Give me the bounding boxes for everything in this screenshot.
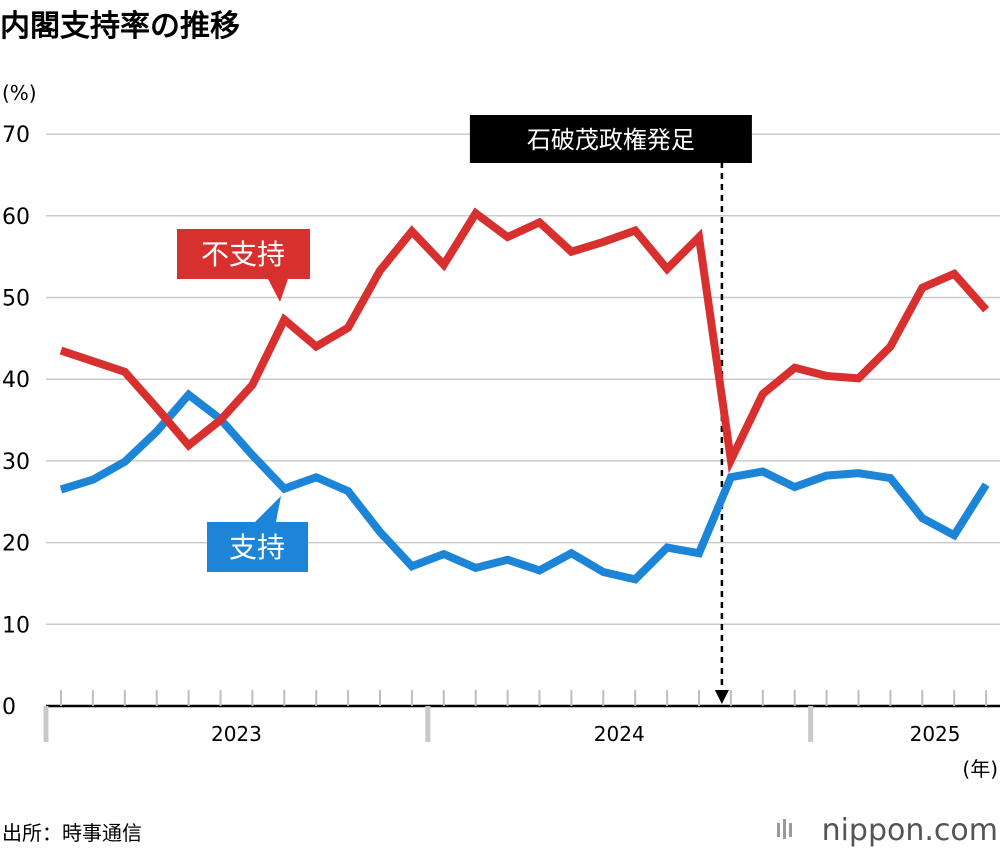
data-point <box>794 486 796 488</box>
year-separator <box>43 706 49 742</box>
data-point <box>379 531 381 533</box>
annotation-label: 石破茂政権発足 <box>527 126 695 154</box>
data-point <box>443 553 445 555</box>
data-point <box>570 552 572 554</box>
year-label: 2025 <box>910 722 961 746</box>
y-tick-label: 60 <box>2 205 30 230</box>
data-point <box>251 384 253 386</box>
data-point <box>539 569 540 571</box>
data-point <box>92 479 94 481</box>
data-point <box>411 565 413 567</box>
data-point <box>315 476 317 478</box>
data-point <box>188 444 190 446</box>
data-point <box>666 268 668 270</box>
data-point <box>602 241 604 243</box>
year-separator <box>425 706 431 742</box>
annotation-box <box>469 115 752 163</box>
data-point <box>634 578 636 580</box>
data-point <box>730 476 732 478</box>
data-point <box>826 375 828 377</box>
data-point <box>475 567 477 569</box>
annotation: 石破茂政権発足 <box>469 115 752 704</box>
data-point <box>156 430 158 432</box>
data-point <box>283 488 285 490</box>
data-point <box>889 346 891 348</box>
data-point <box>666 547 668 549</box>
chart-title: 内閣支持率の推移 <box>0 9 240 44</box>
y-axis-unit: (%) <box>2 81 37 105</box>
series-label-text: 支持 <box>229 531 285 564</box>
data-point <box>347 327 349 329</box>
series-line-1 <box>59 389 990 584</box>
data-point <box>124 371 126 373</box>
data-point <box>539 221 540 223</box>
data-point <box>507 236 509 238</box>
series-lines <box>59 207 990 584</box>
data-point <box>188 394 190 396</box>
data-point <box>124 461 126 463</box>
y-tick-label: 10 <box>2 613 30 638</box>
data-point <box>411 230 413 232</box>
series-label-text: 不支持 <box>201 238 285 271</box>
year-separator <box>808 706 814 742</box>
x-axis-unit: (年) <box>962 757 998 781</box>
y-tick-label: 50 <box>2 287 30 312</box>
data-point <box>921 287 923 289</box>
data-point <box>953 534 955 536</box>
brand-mark-icon <box>777 819 792 839</box>
data-point <box>889 477 891 479</box>
year-label: 2024 <box>594 722 645 746</box>
data-point <box>507 559 509 561</box>
data-point <box>283 319 285 321</box>
data-point <box>762 471 764 473</box>
data-point <box>156 407 158 409</box>
source-note: 出所：時事通信 <box>2 821 142 845</box>
data-point <box>443 264 445 266</box>
brand-name: nippon.com <box>822 813 998 848</box>
data-point <box>921 517 923 519</box>
data-point <box>347 490 349 492</box>
data-point <box>953 273 955 275</box>
data-point <box>858 472 859 474</box>
data-point <box>762 393 764 395</box>
series-line-0 <box>59 207 990 474</box>
grid <box>46 133 1000 626</box>
y-tick-label: 40 <box>2 368 30 393</box>
data-point <box>60 488 62 490</box>
x-axis: 2023 2024 2025 <box>43 690 1000 746</box>
annotation-arrow-icon <box>714 690 729 704</box>
data-point <box>315 346 317 348</box>
year-label: 2023 <box>211 722 262 746</box>
y-tick-label: 0 <box>2 695 16 720</box>
y-tick-label: 70 <box>2 123 30 148</box>
data-point <box>251 454 253 456</box>
y-tick-label: 20 <box>2 532 30 557</box>
data-point <box>92 360 94 362</box>
series-label-box <box>207 522 308 572</box>
brand-logo: nippon.com <box>777 813 998 848</box>
y-tick-label: 30 <box>2 450 30 475</box>
series-label-box <box>177 229 310 279</box>
data-point <box>379 270 381 272</box>
series-label-pointer <box>255 496 281 522</box>
data-point <box>60 350 62 352</box>
series-label-pointer <box>268 279 288 302</box>
data-point <box>698 552 700 554</box>
data-point <box>698 236 700 238</box>
data-point <box>858 377 859 379</box>
data-point <box>602 571 604 573</box>
data-point <box>985 484 987 486</box>
data-point <box>570 251 572 253</box>
data-point <box>634 230 636 232</box>
data-point <box>730 459 732 461</box>
data-point <box>985 309 987 311</box>
data-point <box>794 367 796 369</box>
y-ticks: 0 10 20 30 40 50 60 70 <box>2 123 30 720</box>
data-point <box>220 419 221 421</box>
data-point <box>826 475 828 477</box>
data-point <box>475 212 477 214</box>
